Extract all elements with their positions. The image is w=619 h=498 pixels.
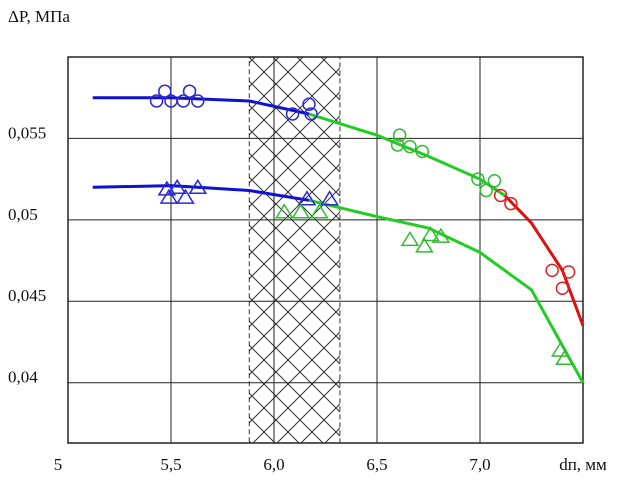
- x-tick-label: 7,0: [469, 455, 490, 474]
- triangle-marker: [421, 226, 440, 242]
- y-tick-label: 0,055: [8, 123, 46, 142]
- triangle-marker: [176, 188, 195, 204]
- circle-marker: [545, 263, 559, 278]
- circle-marker: [304, 107, 318, 121]
- circle-marker: [487, 174, 502, 188]
- circle-marker: [471, 172, 485, 186]
- triangle-marker: [431, 227, 451, 243]
- triangle-marker: [274, 203, 294, 219]
- circle-marker: [392, 128, 407, 142]
- circle-marker: [176, 94, 191, 108]
- circle-marker: [479, 183, 493, 198]
- curve: [308, 198, 585, 384]
- triangle-marker: [157, 180, 177, 196]
- hatched-region: [248, 56, 341, 444]
- circle-marker: [504, 196, 518, 211]
- curve: [503, 194, 585, 327]
- circle-marker: [158, 84, 172, 98]
- triangle-marker: [167, 178, 187, 195]
- x-tick-label: 5: [54, 455, 63, 474]
- x-tick-label: 6,5: [366, 455, 387, 474]
- x-tick-label: 5,5: [160, 455, 181, 474]
- circle-marker: [149, 94, 164, 108]
- plot-frame: [67, 56, 584, 444]
- triangle-marker: [550, 341, 570, 357]
- triangle-marker: [309, 203, 329, 219]
- triangle-marker: [297, 190, 317, 206]
- triangle-marker: [555, 349, 574, 366]
- triangle-marker: [291, 203, 311, 219]
- y-tick-label: 0,04: [8, 368, 38, 387]
- circle-marker: [555, 281, 570, 296]
- curve: [92, 184, 310, 202]
- curve: [92, 96, 310, 116]
- triangle-marker: [415, 237, 434, 253]
- circle-marker: [415, 144, 430, 159]
- y-tick-label: 0,045: [8, 286, 46, 305]
- circle-marker: [182, 84, 197, 98]
- y-axis-label: ΔP, МПа: [8, 7, 70, 26]
- circle-marker: [302, 97, 316, 111]
- x-axis-label: dп, мм: [559, 455, 607, 474]
- circle-marker: [493, 188, 508, 203]
- triangle-marker: [188, 178, 208, 195]
- circle-marker: [561, 265, 576, 279]
- circle-marker: [191, 94, 205, 108]
- triangle-marker: [320, 190, 339, 206]
- circle-marker: [285, 107, 300, 121]
- triangle-marker: [159, 188, 179, 204]
- x-tick-label: 6,0: [263, 455, 284, 474]
- circle-marker: [403, 139, 417, 154]
- triangle-marker: [400, 230, 420, 247]
- y-tick-label: 0,05: [8, 205, 38, 224]
